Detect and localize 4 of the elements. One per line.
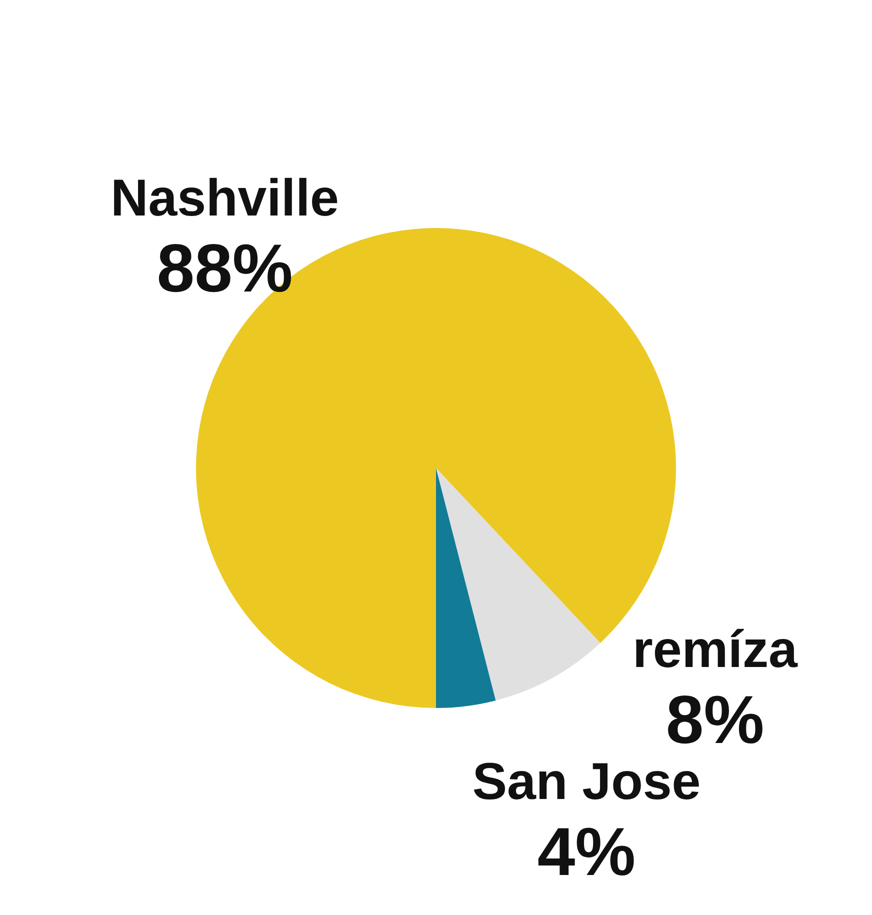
slice-label: remíza (632, 621, 798, 680)
data-label: 88% (156, 230, 293, 307)
data-label: 4% (537, 814, 636, 890)
slice-label: Nashville (110, 170, 339, 228)
